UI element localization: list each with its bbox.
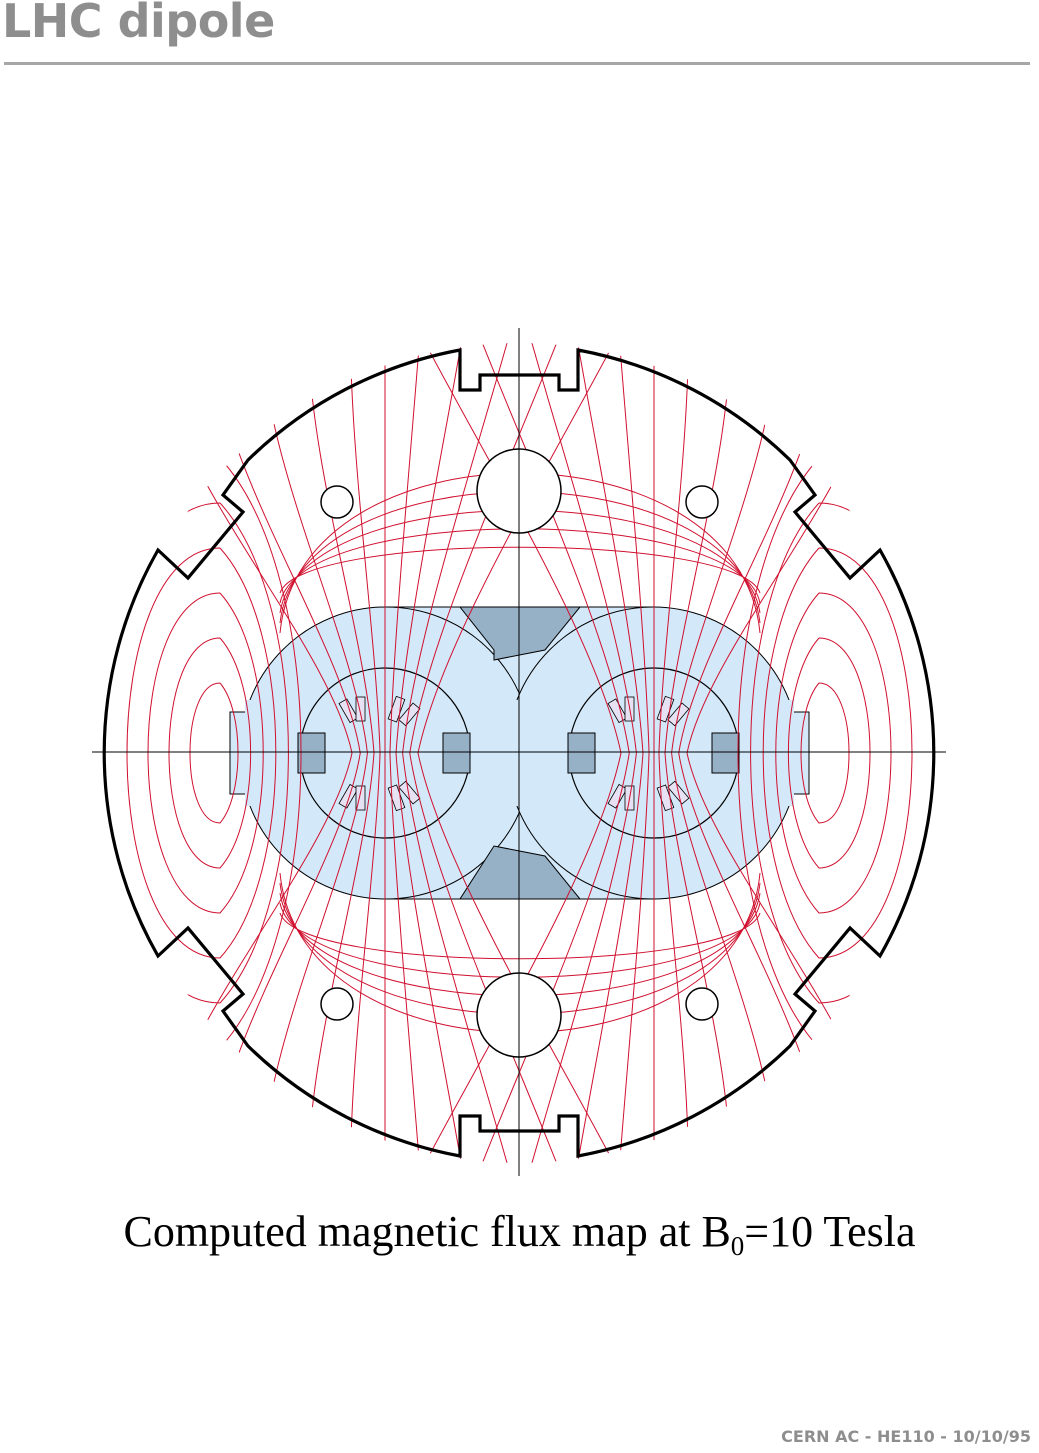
flux-line <box>395 343 463 1163</box>
flux-line <box>664 343 732 1163</box>
left-aperture-pole-right <box>442 732 471 774</box>
flux-line <box>307 343 375 1163</box>
caption-unit: =10 Tesla <box>744 1207 916 1256</box>
flux-loop <box>762 547 913 959</box>
figure-caption: Computed magnetic flux map at B0=10 Tesl… <box>0 1206 1039 1260</box>
flux-loop <box>147 592 264 914</box>
yoke-holes <box>320 448 719 1058</box>
right-aperture-pole-left <box>567 732 596 774</box>
right-aperture-pole-right <box>711 732 740 774</box>
bottom-right-bus-hole <box>685 987 719 1021</box>
flux-line <box>658 343 690 1163</box>
flux-line <box>576 343 644 1163</box>
bottom-insert <box>459 845 582 900</box>
left-aperture-pole-left <box>297 732 326 774</box>
flux-line <box>671 343 778 1163</box>
top-right-bus-hole <box>685 485 719 519</box>
flux-line <box>402 343 509 1163</box>
flux-loop <box>775 592 892 914</box>
yoke-outline <box>102 348 936 1158</box>
flux-loop <box>800 682 850 824</box>
flux-lines <box>109 343 929 1163</box>
title-rule <box>4 62 1030 65</box>
flux-line <box>261 343 368 1163</box>
caption-subscript: 0 <box>730 1231 745 1261</box>
flux-line <box>678 343 828 1163</box>
flux-line <box>211 343 361 1163</box>
flux-loop <box>189 682 239 824</box>
flux-line <box>349 343 381 1163</box>
flux-loop <box>788 637 871 869</box>
top-left-bus-hole <box>320 485 354 519</box>
flux-line <box>530 343 637 1163</box>
flux-line <box>389 343 421 1163</box>
flux-line <box>618 343 650 1163</box>
flux-arch <box>279 912 761 960</box>
flux-loop <box>168 637 251 869</box>
document-reference: CERN AC - HE110 - 10/10/95 <box>781 1427 1031 1446</box>
flux-arch <box>279 546 761 594</box>
page-title: LHC dipole <box>2 0 275 48</box>
bottom-left-bus-hole <box>320 987 354 1021</box>
caption-text: Computed magnetic flux map at B <box>123 1207 731 1256</box>
flux-loop <box>126 547 277 959</box>
